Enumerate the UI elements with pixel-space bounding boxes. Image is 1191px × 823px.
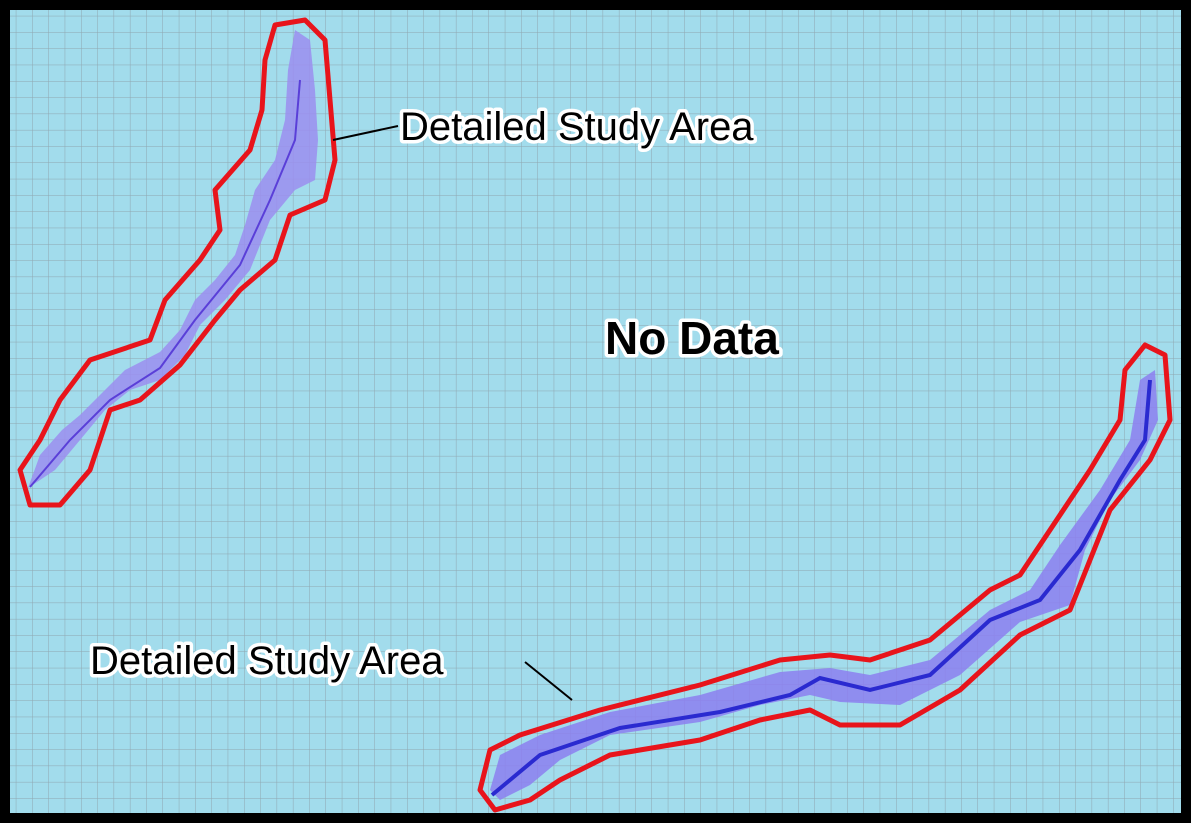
area-label: Detailed Study Area [400,105,754,149]
map: Detailed Study Area Detailed Study Area … [0,0,1191,823]
page: Detailed Study Area Detailed Study Area … [0,0,1191,823]
area-label: Detailed Study Area [90,639,444,683]
no-data-label: No Data [605,312,779,364]
